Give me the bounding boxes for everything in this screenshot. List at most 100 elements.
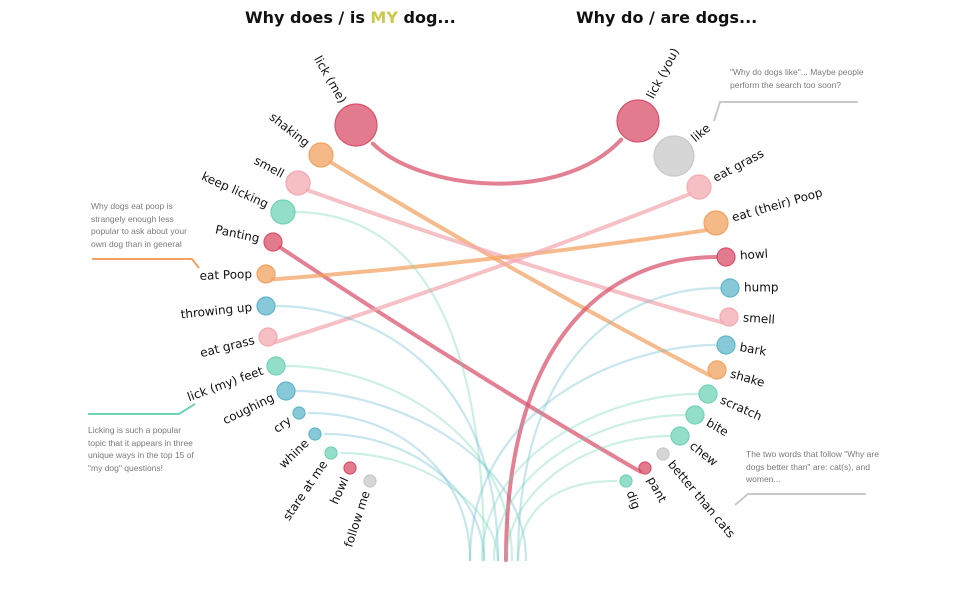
- right-node-label-4: howl: [739, 247, 768, 263]
- right-node-circle-3: [703, 210, 729, 236]
- left-node-circle-10: [292, 406, 306, 420]
- link-11-blue: [323, 432, 486, 562]
- right-node-label-12: better than cats: [665, 458, 738, 541]
- left-node-circle-8: [266, 356, 286, 376]
- left-node-label-5: eat Poop: [199, 267, 252, 283]
- right-node-circle-9: [698, 384, 718, 404]
- right-node-label-11: chew: [687, 439, 721, 469]
- left-node-label-2: smell: [252, 153, 287, 180]
- callout-lines: [88, 101, 866, 506]
- link-6-teal: [291, 210, 486, 562]
- right-node-bite: bite: [685, 405, 731, 439]
- left-node-label-11: whine: [276, 436, 311, 471]
- left-node-eat-grass: eat grass: [199, 327, 278, 360]
- right-node-dig: dig: [619, 474, 643, 511]
- right-node-circle-8: [707, 360, 727, 380]
- left-node-circle-3: [270, 199, 296, 225]
- right-node-circle-13: [638, 461, 652, 475]
- left-node-label-3: keep licking: [200, 169, 271, 211]
- left-node-howl: howl: [327, 461, 357, 506]
- right-node-label-8: shake: [729, 367, 767, 390]
- link-9-blue: [294, 389, 528, 562]
- left-node-circle-4: [263, 232, 283, 252]
- left-node-label-0: lick (me): [311, 53, 349, 105]
- right-node-circle-14: [619, 474, 633, 488]
- left-title: Why does / is MY dog...: [245, 8, 456, 27]
- left-node-throwing-up: throwing up: [180, 296, 276, 321]
- link-8-teal: [284, 364, 514, 562]
- right-node-circle-11: [670, 426, 690, 446]
- annotation-lick: Licking is such a popular topic that it …: [88, 425, 194, 473]
- left-node-circle-7: [258, 327, 278, 347]
- right-node-better-than-cats: better than cats: [656, 447, 738, 541]
- left-node-panting: Panting: [214, 222, 283, 252]
- callout-line-lick: [88, 403, 196, 415]
- right-node-bark: bark: [716, 335, 768, 359]
- left-node-circle-11: [308, 427, 322, 441]
- annotation-poop: Why dogs eat poop is strangely enough le…: [91, 201, 187, 249]
- link-17-teal: [492, 413, 687, 562]
- right-node-circle-12: [656, 447, 670, 461]
- right-node-label-1: like: [688, 121, 713, 145]
- callout-line-better: [734, 493, 866, 506]
- right-node-label-7: bark: [739, 340, 768, 358]
- right-title: Why do / are dogs...: [576, 8, 758, 27]
- callout-line-poop: [92, 258, 200, 269]
- links-layer: [271, 137, 724, 562]
- left-node-circle-6: [256, 296, 276, 316]
- right-node-like: like: [653, 121, 713, 177]
- left-title-suffix: dog...: [397, 8, 456, 27]
- right-node-label-9: scratch: [718, 393, 764, 424]
- link-13-red: [504, 255, 718, 562]
- link-3-red: [278, 245, 643, 474]
- right-node-hump: hump: [720, 278, 779, 298]
- link-18-teal: [504, 434, 672, 562]
- right-node-label-0: lick (you): [644, 46, 682, 102]
- right-node-label-13: pant: [644, 474, 669, 505]
- left-node-circle-12: [324, 446, 338, 460]
- left-node-label-1: shaking: [267, 110, 312, 150]
- link-5-pink: [273, 192, 692, 345]
- link-12-teal: [339, 451, 500, 562]
- right-node-circle-7: [716, 335, 736, 355]
- left-node-circle-13: [343, 461, 357, 475]
- left-title-highlight: MY: [370, 8, 398, 27]
- left-node-circle-5: [256, 264, 276, 284]
- left-node-smell: smell: [252, 153, 311, 196]
- right-node-eat-their-poop: eat (their) Poop: [703, 185, 824, 236]
- right-node-circle-2: [686, 174, 712, 200]
- left-title-prefix: Why does / is: [245, 8, 371, 27]
- annotation-better: The two words that follow "Why are dogs …: [746, 449, 879, 484]
- left-node-cry: cry: [271, 406, 306, 436]
- left-node-circle-2: [285, 170, 311, 196]
- right-node-circle-5: [720, 278, 740, 298]
- link-4-orange: [271, 228, 709, 282]
- left-node-circle-14: [363, 474, 377, 488]
- right-node-label-5: hump: [744, 281, 779, 295]
- left-node-label-7: eat grass: [199, 333, 256, 360]
- left-node-label-10: cry: [271, 413, 294, 435]
- left-node-lick-me: lick (me): [311, 53, 378, 147]
- link-7-blue: [274, 304, 500, 562]
- link-10-blue: [307, 411, 472, 562]
- right-node-circle-6: [719, 307, 739, 327]
- right-node-lick-you: lick (you): [616, 46, 682, 143]
- link-15-blue: [468, 343, 718, 562]
- right-node-circle-1: [653, 135, 695, 177]
- link-14-blue: [516, 286, 722, 562]
- link-1-orange: [328, 160, 712, 378]
- left-node-label-6: throwing up: [180, 300, 253, 321]
- right-node-circle-10: [685, 405, 705, 425]
- right-node-smell: smell: [719, 307, 776, 327]
- right-node-label-6: smell: [743, 310, 776, 326]
- link-16-teal: [480, 392, 700, 562]
- left-node-label-13: howl: [327, 475, 351, 506]
- right-node-eat-grass: eat grass: [686, 146, 766, 200]
- link-19-teal: [516, 479, 618, 562]
- left-node-shaking: shaking: [267, 110, 334, 168]
- link-0-red: [370, 137, 624, 186]
- left-node-circle-9: [276, 381, 296, 401]
- left-node-eat-poop: eat Poop: [199, 264, 276, 284]
